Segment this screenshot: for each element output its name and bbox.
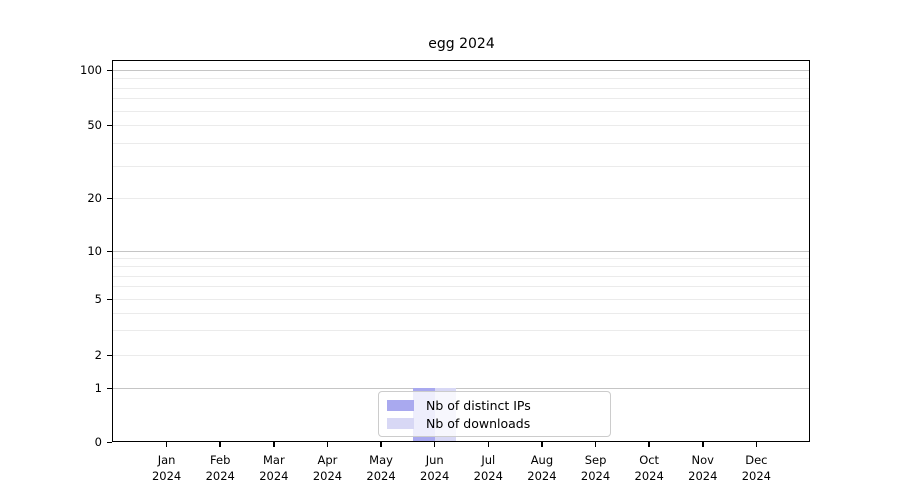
x-axis-tick-label: Sep 2024 <box>580 453 611 483</box>
x-axis-tick-label: Aug 2024 <box>527 453 557 483</box>
y-axis-tick-label: 100 <box>80 63 102 77</box>
gridline-minor <box>113 330 810 332</box>
gridline-minor <box>113 266 810 268</box>
legend-label: Nb of distinct IPs <box>426 397 531 413</box>
gridline-minor <box>113 87 810 89</box>
y-tick-mark <box>107 441 112 443</box>
x-tick-mark <box>273 442 275 447</box>
x-tick-mark <box>433 442 436 447</box>
x-tick-mark <box>755 442 758 447</box>
x-axis-tick-label: Jan 2024 <box>151 453 182 483</box>
chart-title: egg 2024 <box>428 36 495 52</box>
x-tick-mark <box>594 442 597 447</box>
x-axis-tick-label: Jul 2024 <box>473 453 503 483</box>
y-tick-mark <box>107 387 112 389</box>
gridline-minor <box>113 78 810 80</box>
y-axis-tick-label: 1 <box>94 381 102 395</box>
gridline-major <box>113 251 810 252</box>
gridline-minor <box>113 142 810 144</box>
y-tick-mark <box>107 354 112 356</box>
y-tick-mark <box>107 124 112 126</box>
y-tick-mark <box>107 197 112 199</box>
legend: Nb of distinct IPs Nb of downloads <box>378 391 611 437</box>
legend-swatch-downloads <box>387 417 414 429</box>
y-axis-tick-label: 10 <box>87 244 102 258</box>
x-axis-tick-label: Jun 2024 <box>420 453 450 483</box>
x-axis-tick-label: Oct 2024 <box>634 453 664 483</box>
gridline-minor <box>113 312 810 314</box>
legend-swatch-distinct-ips <box>387 399 414 411</box>
gridline-minor <box>113 258 810 260</box>
x-tick-mark <box>648 442 650 447</box>
x-axis-tick-label: Dec 2024 <box>741 453 772 483</box>
y-axis-tick-label: 0 <box>94 435 102 449</box>
y-axis-tick-label: 50 <box>87 118 102 132</box>
x-tick-mark <box>541 442 543 447</box>
gridline-minor <box>113 110 810 112</box>
gridline-minor <box>113 125 810 126</box>
gridline-minor <box>113 275 810 277</box>
y-axis-tick-label: 20 <box>87 191 102 205</box>
x-axis-tick-label: Nov 2024 <box>688 453 718 483</box>
x-tick-mark <box>165 442 168 447</box>
x-tick-mark <box>380 442 382 447</box>
legend-item: Nb of downloads <box>387 414 602 432</box>
gridline-minor <box>113 165 810 167</box>
x-axis-tick-label: Apr 2024 <box>312 453 343 483</box>
gridline-minor <box>113 286 810 288</box>
y-tick-mark <box>107 250 112 252</box>
y-tick-mark <box>107 298 112 300</box>
x-axis-tick-label: May 2024 <box>366 453 396 483</box>
y-axis-tick-label: 2 <box>94 348 102 362</box>
gridline-minor <box>113 299 810 300</box>
gridline-minor <box>113 98 810 100</box>
y-axis-tick-label: 5 <box>94 292 102 306</box>
x-tick-mark <box>487 442 490 447</box>
gridline-major <box>113 70 810 71</box>
y-tick-mark <box>107 69 112 71</box>
legend-label: Nb of downloads <box>426 415 531 431</box>
gridline-minor <box>113 198 810 199</box>
x-tick-mark <box>219 442 221 447</box>
gridline-minor <box>113 355 810 356</box>
x-tick-mark <box>326 442 329 447</box>
x-axis-tick-label: Feb 2024 <box>205 453 235 483</box>
x-axis-tick-label: Mar 2024 <box>259 453 289 483</box>
plot-area <box>113 61 810 442</box>
legend-item: Nb of distinct IPs <box>387 396 602 414</box>
x-tick-mark <box>702 442 704 447</box>
gridline-major <box>113 388 810 389</box>
